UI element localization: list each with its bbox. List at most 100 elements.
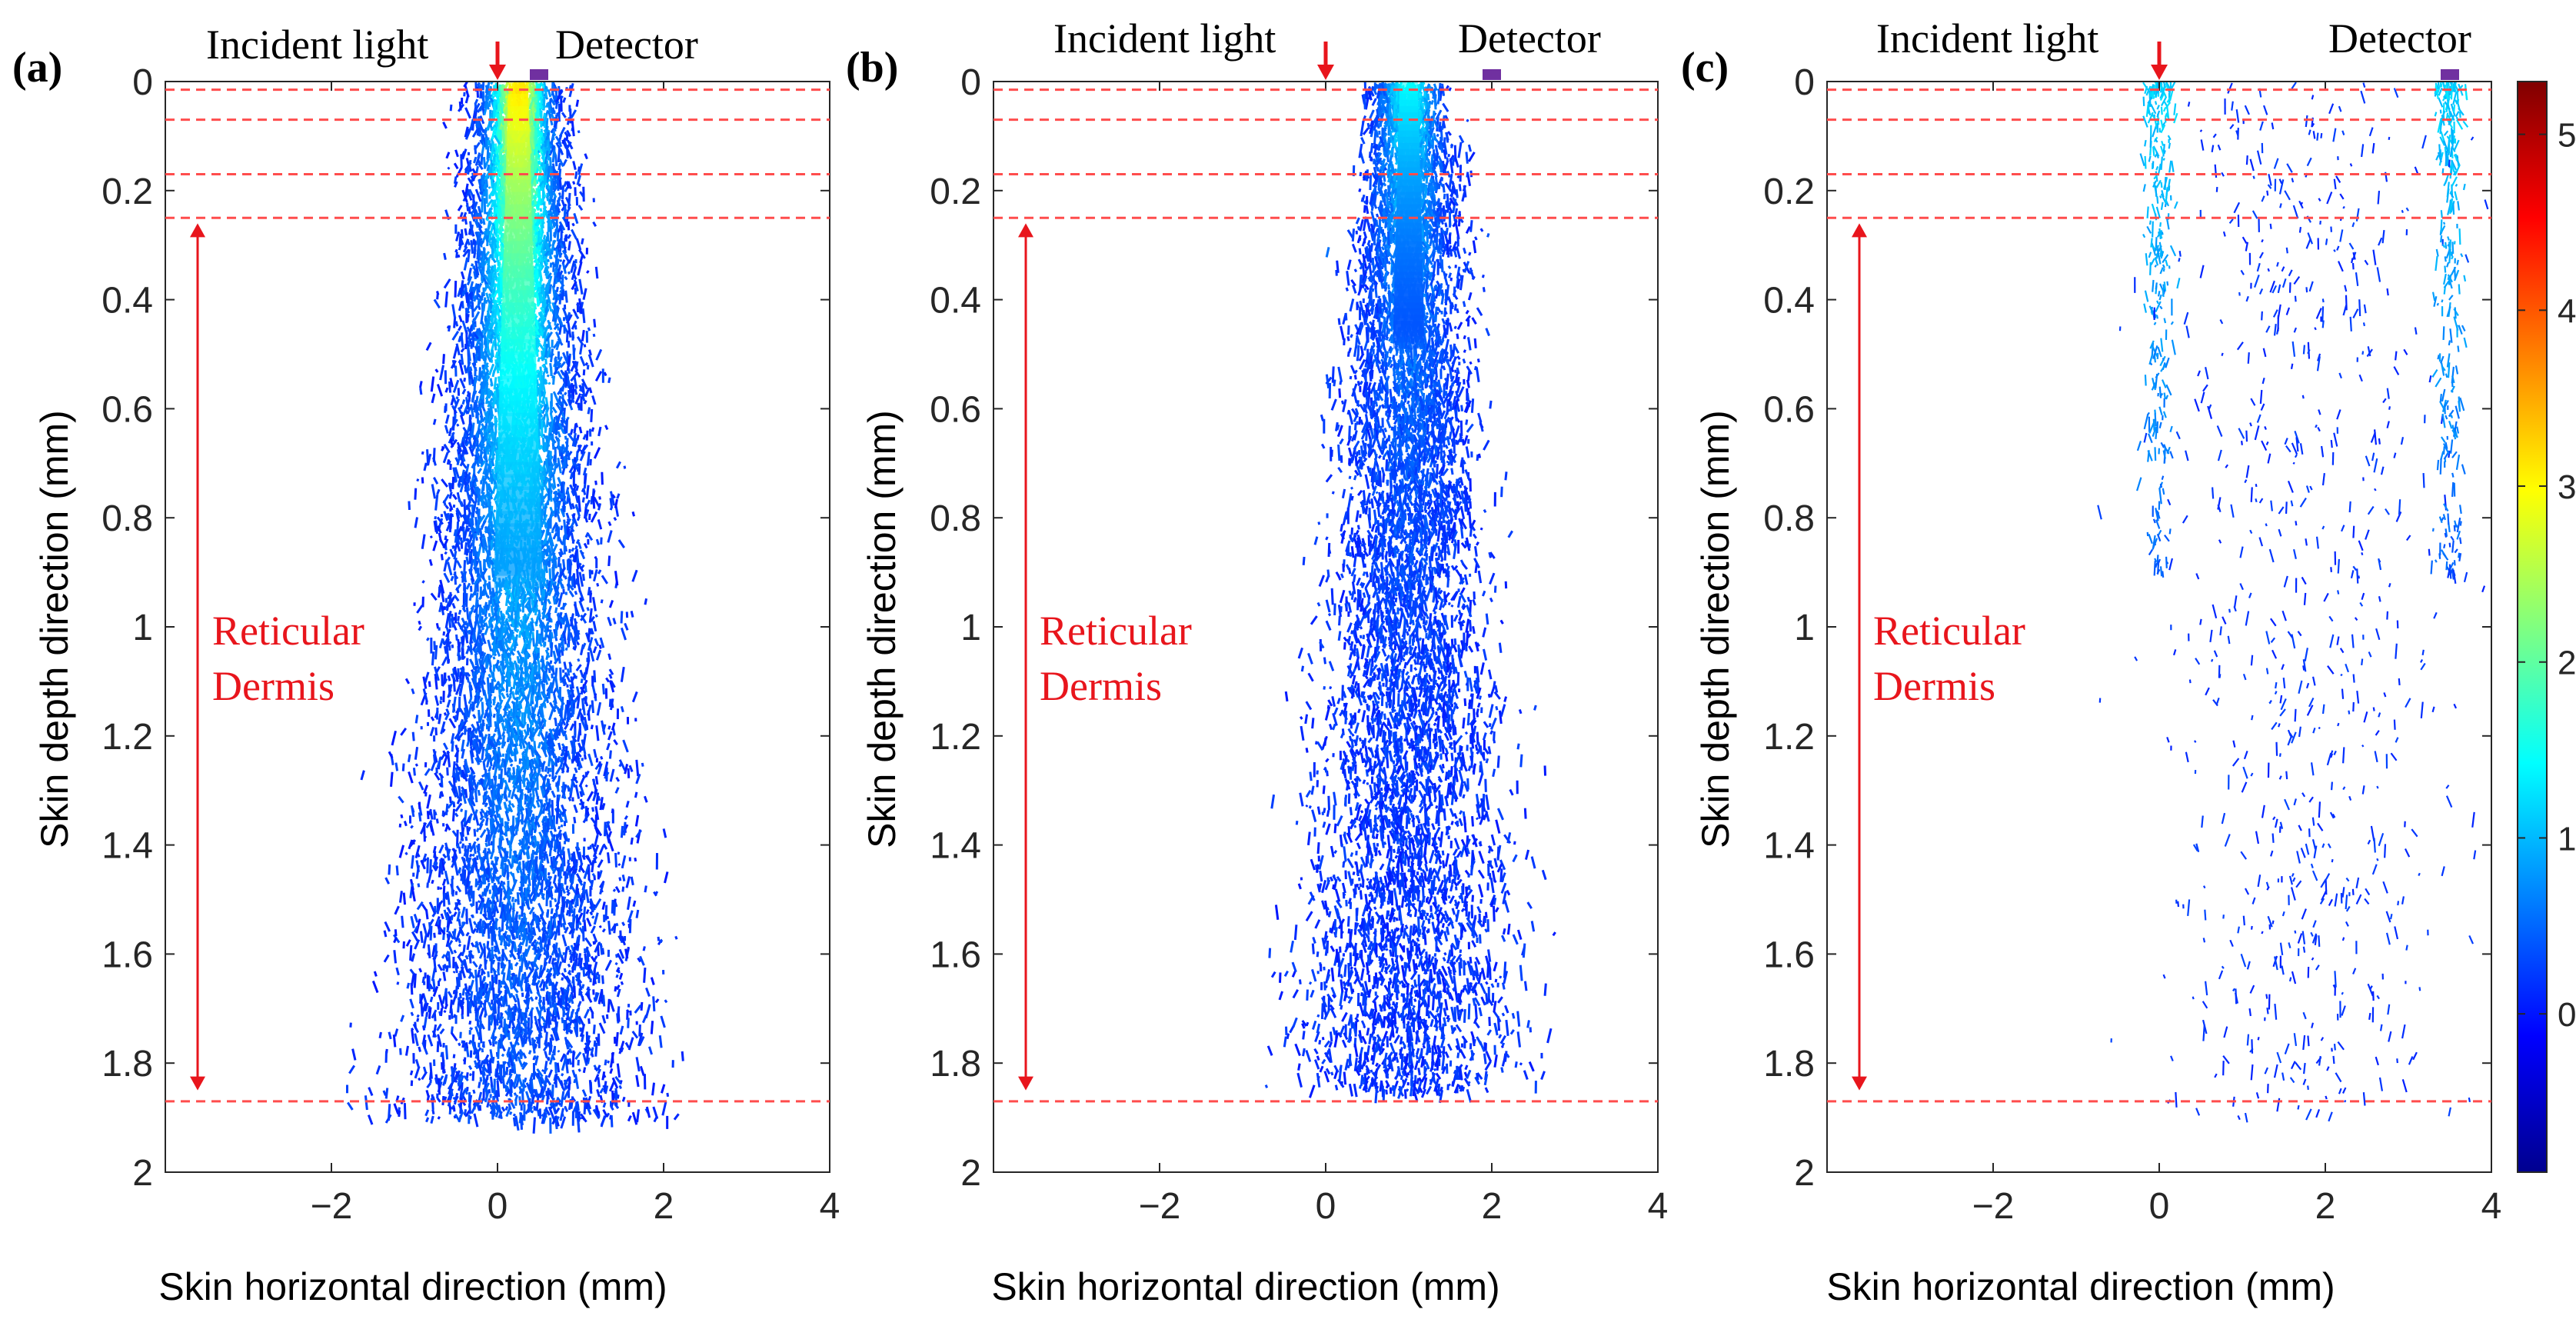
- photon-streak: [475, 658, 481, 674]
- photon-streak: [577, 541, 582, 549]
- photon-streak: [484, 897, 491, 908]
- photon-streak: [511, 879, 518, 892]
- photon-streak: [475, 335, 481, 348]
- photon-streak: [434, 673, 438, 678]
- photon-streak: [445, 628, 451, 638]
- photon-streak: [418, 620, 421, 625]
- photon-streak: [430, 592, 438, 601]
- photon-streak: [513, 697, 518, 701]
- photon-streak: [602, 843, 608, 850]
- photon-streak: [598, 870, 603, 878]
- photon-streak: [547, 319, 553, 331]
- photon-streak: [454, 398, 460, 409]
- photon-streak: [536, 1068, 544, 1078]
- photon-streak: [548, 568, 552, 580]
- photon-streak: [475, 924, 478, 928]
- photon-streak: [584, 937, 593, 948]
- photon-streak: [571, 384, 575, 400]
- photon-streak: [563, 661, 567, 670]
- photon-streak: [534, 102, 537, 106]
- photon-streak: [455, 343, 461, 356]
- photon-streak: [551, 130, 557, 137]
- photon-streak: [586, 365, 590, 370]
- photon-streak: [532, 1088, 538, 1098]
- photon-streak: [575, 611, 581, 618]
- photon-streak: [509, 763, 514, 767]
- photon-streak: [494, 337, 498, 351]
- photon-streak: [461, 601, 467, 608]
- photon-streak: [484, 604, 489, 618]
- photon-streak: [545, 853, 550, 864]
- photon-streak: [430, 716, 435, 721]
- photon-streak: [576, 708, 582, 720]
- photon-streak: [511, 662, 515, 671]
- photon-streak: [544, 358, 547, 365]
- photon-streak: [448, 431, 455, 444]
- photon-streak: [475, 837, 480, 841]
- photon-streak: [598, 496, 601, 500]
- x-axis-label: Skin horizontal direction (mm): [1826, 1265, 2335, 1308]
- photon-streak: [454, 1092, 459, 1105]
- photon-streak: [487, 315, 491, 319]
- photon-streak: [513, 941, 518, 953]
- photon-streak: [457, 938, 461, 944]
- photon-streak: [634, 815, 640, 827]
- photon-streak: [473, 1060, 479, 1070]
- photon-streak: [504, 1084, 508, 1092]
- photon-streak: [567, 181, 572, 189]
- photon-streak: [426, 1082, 432, 1089]
- photon-streak: [478, 528, 484, 539]
- photon-streak: [484, 958, 487, 970]
- photon-streak: [415, 851, 421, 858]
- photon-streak: [545, 968, 550, 973]
- photon-streak: [564, 275, 568, 281]
- detector-label: Detector: [1458, 15, 1601, 62]
- photon-streak: [470, 404, 474, 418]
- photon-streak: [477, 345, 481, 361]
- photon-streak: [521, 1061, 528, 1071]
- photon-streak: [463, 257, 469, 271]
- photon-streak: [473, 604, 480, 614]
- photon-streak: [460, 443, 463, 448]
- photon-streak: [625, 876, 631, 888]
- photon-streak: [506, 1047, 511, 1056]
- photon-streak: [426, 794, 431, 809]
- photon-streak: [531, 1110, 534, 1114]
- photon-streak: [554, 958, 557, 961]
- colorbar-tick-label: 3: [2558, 468, 2576, 506]
- photon-streak: [485, 124, 491, 131]
- photon-streak: [597, 426, 602, 437]
- photon-streak: [437, 1116, 441, 1120]
- photon-streak: [487, 397, 494, 408]
- photon-streak: [537, 863, 544, 874]
- photon-streak: [485, 827, 491, 833]
- detector-label: Detector: [2328, 15, 2471, 62]
- photon-streak: [517, 785, 521, 793]
- photon-streak: [556, 998, 561, 1006]
- photon-streak: [438, 532, 443, 542]
- photon-streak: [554, 1002, 558, 1007]
- photon-streak: [466, 527, 471, 532]
- photon-streak: [488, 581, 492, 595]
- photon-streak: [577, 495, 581, 512]
- photon-streak: [429, 1062, 433, 1079]
- photon-streak: [567, 945, 571, 951]
- photon-streak: [583, 754, 587, 760]
- photon-streak: [395, 967, 400, 976]
- photon-streak: [581, 238, 584, 245]
- photon-streak: [594, 266, 599, 279]
- photon-streak: [608, 673, 613, 679]
- photon-streak: [620, 666, 625, 682]
- photon-streak: [388, 1031, 392, 1040]
- photon-streak: [533, 1105, 536, 1111]
- photon-streak: [422, 935, 428, 949]
- photon-streak: [577, 953, 582, 967]
- photon-streak: [573, 1078, 577, 1084]
- photon-streak: [538, 978, 544, 988]
- photon-streak: [554, 155, 558, 167]
- photon-streak: [549, 510, 556, 519]
- photon-streak: [554, 898, 557, 903]
- photon-streak: [448, 685, 451, 697]
- photon-streak: [461, 1081, 464, 1091]
- photon-streak: [618, 877, 622, 881]
